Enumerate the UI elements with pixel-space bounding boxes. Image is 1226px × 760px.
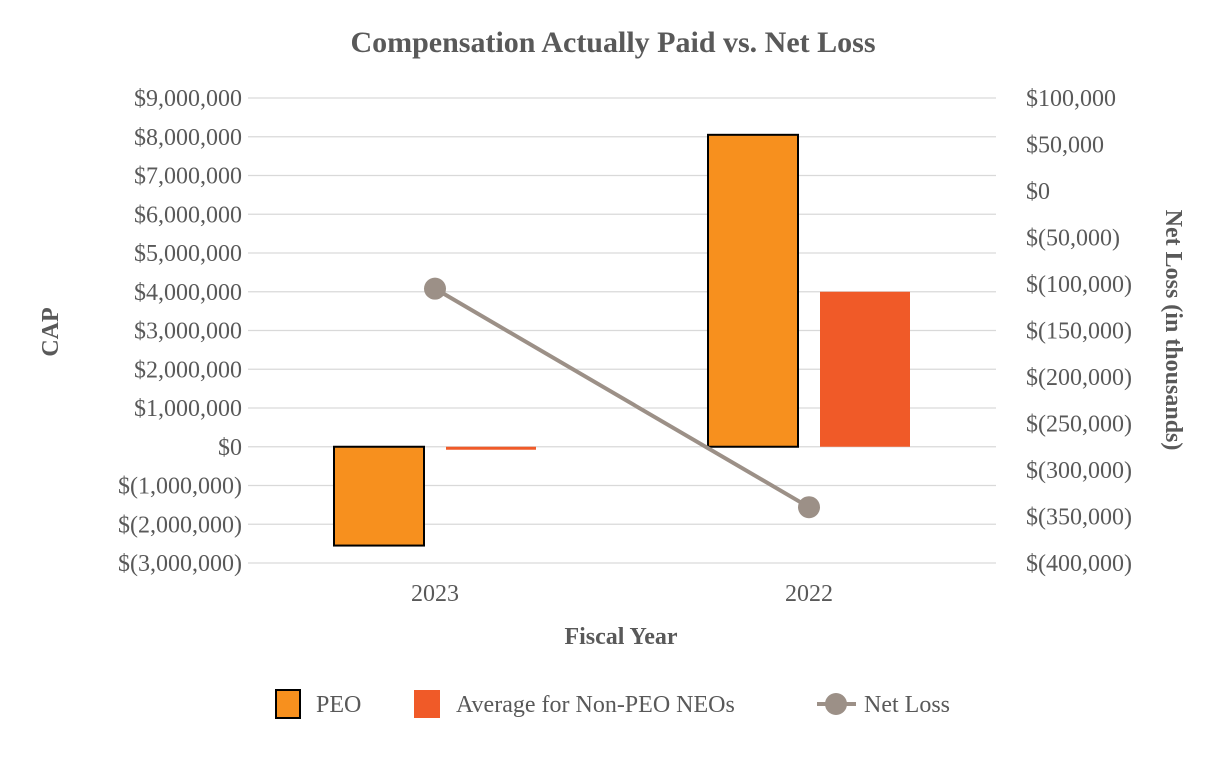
y-tick-label: $2,000,000 [134,357,242,383]
y2-tick-label: $(50,000) [1026,226,1120,252]
y-tick-label: $4,000,000 [134,280,242,306]
legend: PEO Average for Non-PEO NEOs Net Loss [275,689,950,719]
y2-tick-label: $(100,000) [1026,272,1132,298]
y-tick-label: $1,000,000 [134,396,242,422]
y-tick-label: $(1,000,000) [118,474,242,500]
y-tick-label: $8,000,000 [134,125,242,151]
non-peo-neo-bar-2023 [446,446,536,450]
x-axis-title: Fiscal Year [564,624,677,650]
y-tick-label: $(3,000,000) [118,551,242,577]
legend-non-peo-neo-label: Average for Non-PEO NEOs [456,692,735,718]
y2-tick-label: $50,000 [1026,133,1104,159]
legend-net-loss-label: Net Loss [864,692,950,718]
peo-bar-2022 [707,133,799,448]
x-tick-label: 2022 [785,581,833,607]
y-tick-label: $0 [218,435,242,461]
legend-peo-label: PEO [316,692,361,718]
y2-tick-label: $(350,000) [1026,505,1132,531]
y-tick-label: $9,000,000 [134,86,242,112]
legend-net-loss-marker [825,693,847,715]
legend-non-peo-neo-swatch [414,690,440,718]
y-tick-label: $3,000,000 [134,319,242,345]
y-tick-label: $6,000,000 [134,202,242,228]
bars [333,133,910,547]
y2-tick-label: $(200,000) [1026,365,1132,391]
peo-bar-2023 [333,445,425,547]
y2-tick-label: $100,000 [1026,86,1116,112]
y2-tick-label: $(300,000) [1026,458,1132,484]
x-tick-label: 2023 [411,581,459,607]
non-peo-neo-bar-2022 [820,291,910,447]
net-loss-line [424,277,820,519]
y2-tick-label: $(150,000) [1026,319,1132,345]
y-tick-label: $5,000,000 [134,241,242,267]
y2-axis-title: Net Loss (in thousands) [1160,210,1186,451]
y-axis-title: CAP [38,307,64,356]
left-axis-ticks: $9,000,000 $8,000,000 $7,000,000 $6,000,000… [118,86,242,577]
legend-peo-swatch [275,689,301,719]
right-axis-ticks: $100,000 $50,000 $0 $(50,000) $(100,000) $(15… [1026,86,1132,577]
net-loss-line-path [433,286,811,509]
net-loss-point-2023 [424,277,446,300]
y-tick-label: $(2,000,000) [118,512,242,538]
x-axis-ticks: 2023 2022 [411,581,833,607]
y2-tick-label: $0 [1026,179,1050,205]
net-loss-point-2022 [798,496,820,519]
chart-title: Compensation Actually Paid vs. Net Loss [350,26,875,59]
y2-tick-label: $(400,000) [1026,551,1132,577]
y2-tick-label: $(250,000) [1026,412,1132,438]
y-tick-label: $7,000,000 [134,164,242,190]
